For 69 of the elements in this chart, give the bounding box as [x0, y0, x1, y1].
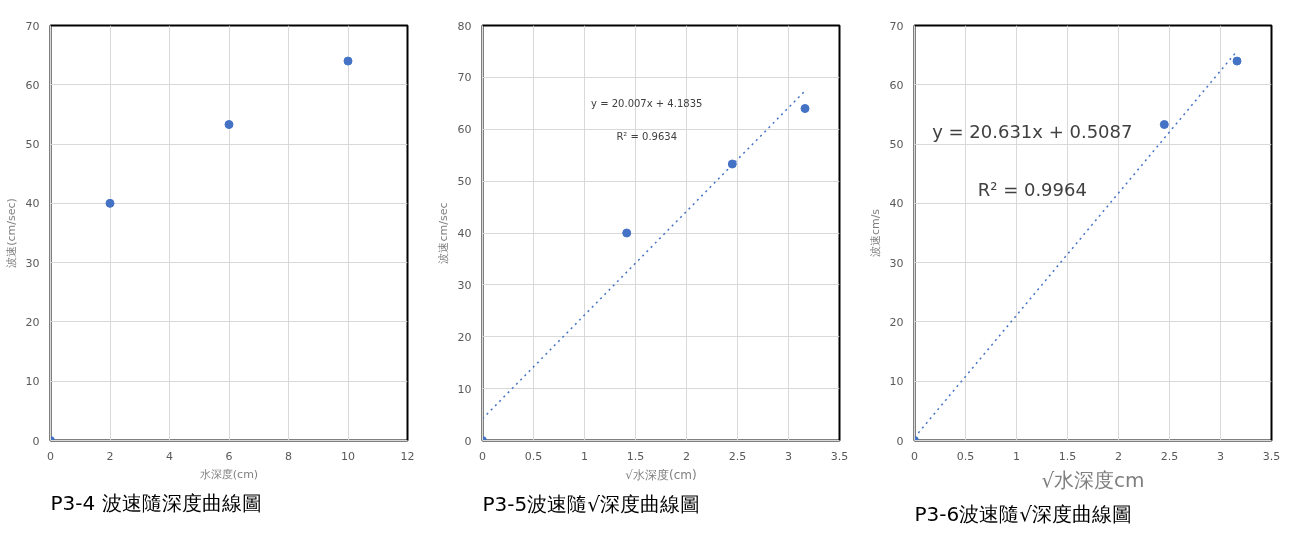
y-tick-label: 0: [32, 434, 40, 448]
x-tick-label: 0.5: [524, 449, 543, 463]
x-tick-label: 0: [911, 449, 918, 463]
point: [1159, 120, 1169, 129]
x-tick-label: 2: [106, 449, 114, 463]
y-tick-label: 80: [457, 19, 472, 33]
x-tick-label: 8: [285, 449, 292, 463]
y-tick-label: 0: [896, 434, 904, 448]
x-tick-label: 1: [581, 449, 588, 463]
y-tick-label: 10: [457, 382, 472, 396]
y-tick-label: 60: [889, 78, 904, 92]
x-tick-label: 12: [400, 449, 415, 463]
y-tick-label: 40: [457, 227, 472, 240]
annotation: R² = 0.9964: [977, 178, 1087, 200]
x-tick-label: 2: [683, 449, 690, 463]
x-axis-title: √水深度(cm): [625, 467, 697, 482]
y-tick-label: 50: [889, 138, 904, 152]
y-tick-label: 20: [889, 315, 904, 329]
x-tick-label: 1.5: [1058, 449, 1077, 463]
annotation: y = 20.631x + 0.5087: [932, 120, 1133, 142]
y-tick-label: 60: [25, 78, 40, 92]
x-axis-title: 水深度(cm): [199, 467, 259, 481]
text: P3-5波速隨√深度曲線圖: [482, 491, 700, 516]
annotation: y = 20.007x + 4.1835: [591, 97, 703, 109]
x-tick-label: 2.5: [728, 449, 747, 463]
text: P3-6波速隨√深度曲線圖: [914, 501, 1132, 526]
y-tick-label: 40: [25, 197, 40, 211]
x-tick-label: 1: [1013, 449, 1020, 463]
x-tick-label: 0.5: [956, 449, 975, 463]
y-tick-label: 0: [464, 434, 472, 448]
y-axis-title: 波速cm/s: [868, 208, 882, 258]
y-tick-label: 30: [457, 278, 472, 292]
point: [224, 120, 234, 129]
y-tick-label: 70: [889, 19, 904, 33]
y-tick-label: 50: [457, 175, 472, 189]
y-tick-label: 20: [457, 330, 472, 344]
x-tick-label: 6: [225, 449, 233, 463]
y-tick-label: 10: [25, 375, 40, 389]
y-tick-label: 30: [25, 256, 40, 270]
x-tick-label: 2.5: [1160, 449, 1179, 463]
x-tick-label: 4: [166, 449, 173, 463]
x-axis-title: √水深度cm: [1041, 467, 1145, 492]
y-tick-label: 50: [25, 138, 40, 152]
y-axis-title: 波速(cm/sec): [4, 198, 18, 268]
y-tick-label: 20: [25, 315, 40, 329]
x-tick-label: 10: [341, 449, 355, 463]
x-tick-label: 3: [1217, 449, 1224, 463]
text: P3-4 波速隨深度曲線圖: [50, 490, 262, 515]
point: [727, 159, 737, 169]
x-tick-label: 0: [479, 449, 486, 463]
y-axis-title: 波速cm/sec: [436, 202, 450, 264]
x-tick-label: 1.5: [626, 449, 645, 463]
y-tick-label: 40: [889, 197, 904, 211]
y-tick-label: 30: [889, 256, 904, 270]
x-tick-label: 2: [1115, 449, 1122, 463]
x-tick-label: 0: [47, 449, 54, 463]
point: [800, 104, 810, 113]
y-tick-label: 70: [457, 71, 472, 85]
y-tick-label: 60: [457, 123, 472, 137]
point: [1232, 56, 1242, 66]
y-tick-label: 10: [889, 375, 904, 389]
point: [105, 198, 115, 208]
point: [622, 228, 632, 238]
point: [343, 56, 353, 66]
annotation: R² = 0.9634: [616, 130, 678, 142]
x-tick-label: 3: [785, 449, 792, 463]
y-tick-label: 70: [25, 19, 40, 33]
x-tick-label: 3.5: [1262, 449, 1281, 463]
x-tick-label: 3.5: [830, 449, 849, 463]
